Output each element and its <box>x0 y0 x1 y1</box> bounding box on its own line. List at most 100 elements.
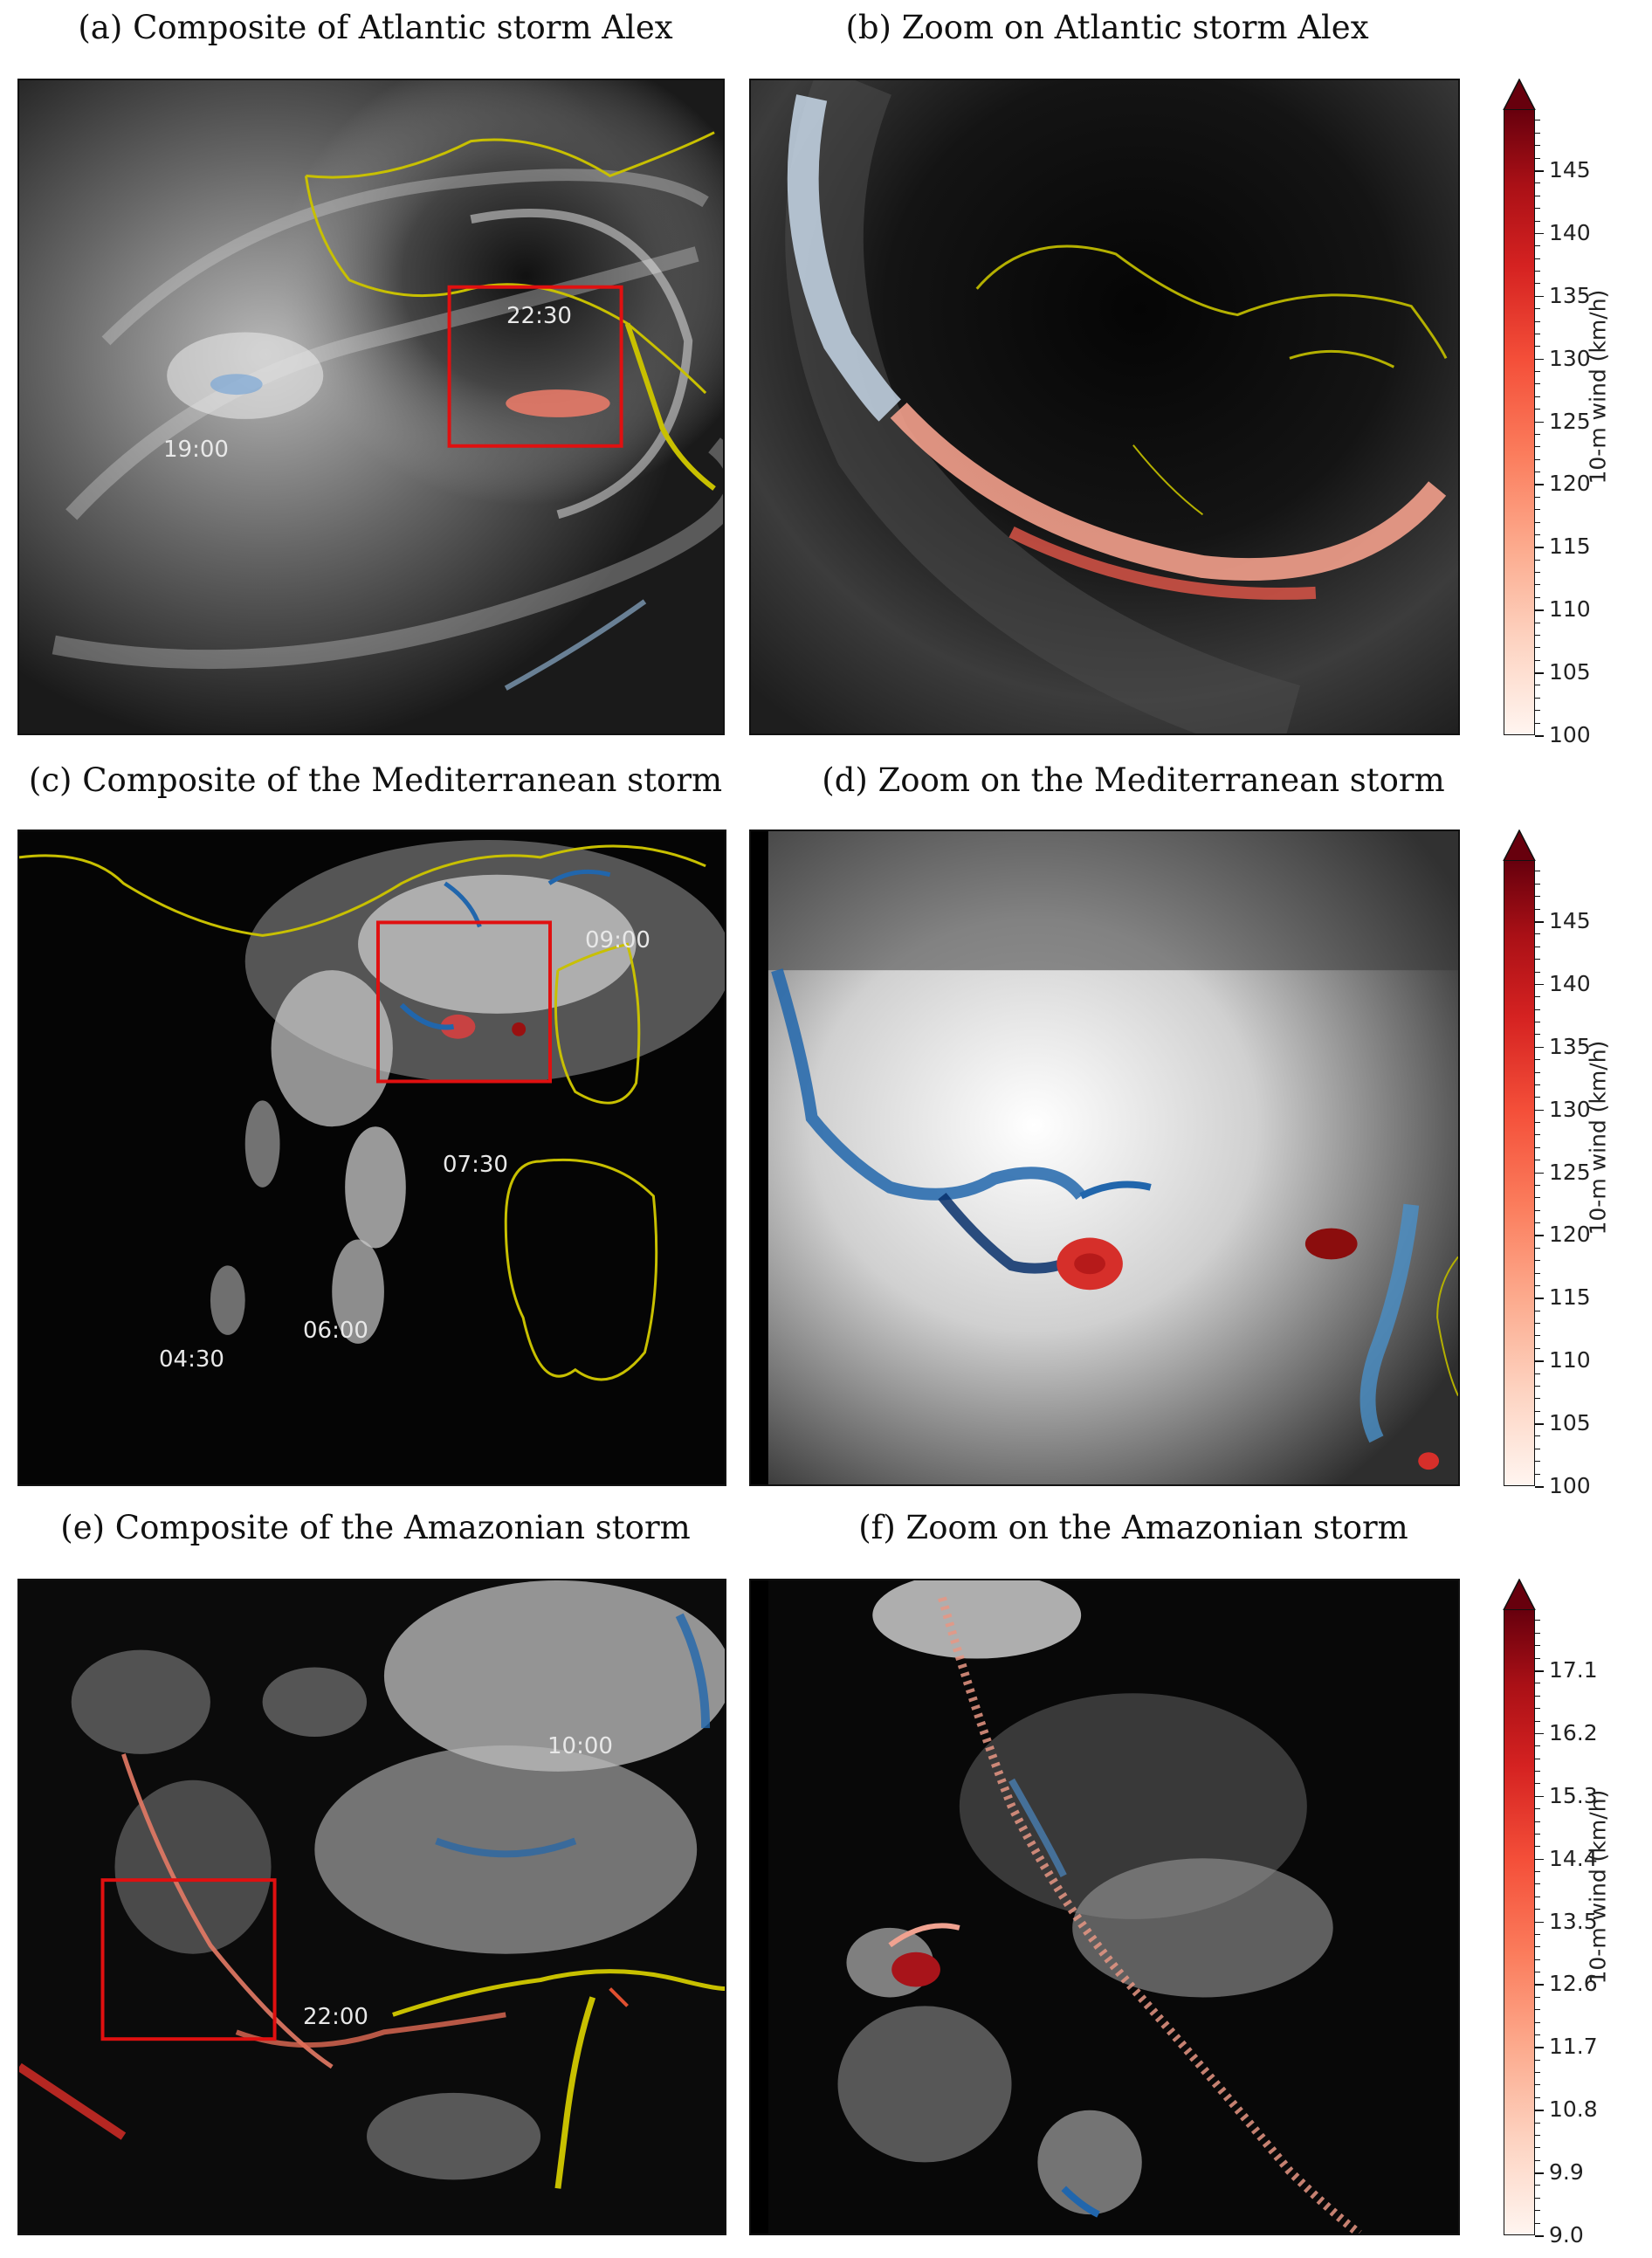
colorbar-minor-tick <box>1535 1272 1540 1274</box>
colorbar-minor-tick <box>1535 182 1540 184</box>
colorbar-minor-tick <box>1535 647 1540 649</box>
colorbar-tick-label: 110 <box>1549 596 1591 623</box>
colorbar-minor-tick <box>1535 1996 1540 1998</box>
colorbar-tick-mark <box>1535 1984 1544 1986</box>
colorbar-minor-tick <box>1535 1247 1540 1249</box>
colorbar-minor-tick <box>1535 1122 1540 1124</box>
colorbar-minor-tick <box>1535 1708 1540 1710</box>
colorbar-minor-tick <box>1535 1146 1540 1148</box>
colorbar-tick-mark <box>1535 609 1544 611</box>
colorbar-tick-mark <box>1535 672 1544 674</box>
colorbar-minor-tick <box>1535 2122 1540 2124</box>
colorbar-minor-tick <box>1535 1808 1540 1810</box>
colorbar-tick-mark <box>1535 232 1544 235</box>
colorbar-gradient <box>1504 860 1535 1486</box>
colorbar-minor-tick <box>1535 1883 1540 1885</box>
caption-d: (d) Zoom on the Mediterranean storm <box>822 761 1445 799</box>
colorbar-minor-tick <box>1535 1385 1540 1387</box>
zoom-box-e <box>100 1878 277 2041</box>
colorbar-tick-mark <box>1535 2235 1544 2237</box>
time-label-0730: 07:30 <box>443 1152 508 1178</box>
zoom-box-a <box>447 285 623 448</box>
colorbar-tick-mark <box>1535 1732 1544 1735</box>
colorbar-minor-tick <box>1535 1034 1540 1036</box>
colorbar-tick-mark <box>1535 1046 1544 1049</box>
colorbar-tick-mark <box>1535 358 1544 361</box>
colorbar-minor-tick <box>1535 1620 1540 1621</box>
caption-e: (e) Composite of the Amazonian storm <box>60 1509 691 1546</box>
colorbar-tick-mark <box>1535 484 1544 485</box>
colorbar-tick-label: 125 <box>1549 408 1591 434</box>
colorbar-minor-tick <box>1535 1657 1540 1659</box>
caption-f: (f) Zoom on the Amazonian storm <box>858 1509 1408 1546</box>
colorbar-minor-tick <box>1535 1335 1540 1337</box>
colorbar-minor-tick <box>1535 1347 1540 1349</box>
colorbar-tick-label: 9.9 <box>1549 2159 1584 2186</box>
colorbar-minor-tick <box>1535 534 1540 535</box>
colorbar-tick-mark <box>1535 1298 1544 1299</box>
colorbar-minor-tick <box>1535 883 1540 885</box>
colorbar-tick-label: 115 <box>1549 534 1591 560</box>
colorbar-minor-tick <box>1535 1197 1540 1199</box>
time-label-2200: 22:00 <box>303 2004 368 2030</box>
colorbar-minor-tick <box>1535 496 1540 498</box>
colorbar-tick-label: 135 <box>1549 282 1591 308</box>
colorbar-minor-tick <box>1535 1284 1540 1286</box>
colorbar-minor-tick <box>1535 208 1540 210</box>
colorbar-minor-tick <box>1535 157 1540 159</box>
colorbar-minor-tick <box>1535 1846 1540 1848</box>
panel-a-image <box>19 80 723 733</box>
colorbar-tick-label: 130 <box>1549 345 1591 371</box>
colorbar-tick-label: 120 <box>1549 1222 1591 1248</box>
colorbar-tick-label: 105 <box>1549 1410 1591 1436</box>
colorbar-minor-tick <box>1535 1222 1540 1224</box>
panel-d-image <box>751 831 1458 1484</box>
colorbar-minor-tick <box>1535 2096 1540 2098</box>
panel-e-composite-amazonian: 10:00 22:00 <box>17 1579 726 2235</box>
colorbar-tick-mark <box>1535 1670 1544 1672</box>
colorbar-tick-label: 140 <box>1549 970 1591 996</box>
colorbar-tick-mark <box>1535 1172 1544 1174</box>
colorbar-minor-tick <box>1535 1410 1540 1412</box>
colorbar-minor-tick <box>1535 933 1540 935</box>
colorbar-minor-tick <box>1535 409 1540 410</box>
colorbar-tick-label: 10.8 <box>1549 2096 1598 2123</box>
colorbar-minor-tick <box>1535 2134 1540 2136</box>
colorbar-minor-tick <box>1535 2072 1540 2074</box>
colorbar-gradient <box>1504 1609 1535 2235</box>
colorbar-tick-label: 15.3 <box>1549 1782 1598 1808</box>
colorbar-minor-tick <box>1535 1084 1540 1085</box>
colorbar-minor-tick <box>1535 1959 1540 1960</box>
colorbar-minor-tick <box>1535 145 1540 147</box>
colorbar-minor-tick <box>1535 971 1540 973</box>
colorbar-minor-tick <box>1535 2197 1540 2199</box>
colorbar-axis-label: 10-m wind (km/h) <box>1585 1040 1611 1236</box>
colorbar-tick-label: 11.7 <box>1549 2034 1598 2060</box>
time-label-0430: 04:30 <box>159 1346 224 1373</box>
colorbar-minor-tick <box>1535 271 1540 272</box>
colorbar-tick-mark <box>1535 1109 1544 1112</box>
colorbar-tick-mark <box>1535 2047 1544 2048</box>
colorbar-minor-tick <box>1535 1933 1540 1935</box>
colorbar-minor-tick <box>1535 722 1540 724</box>
colorbar-tick-label: 13.5 <box>1549 1908 1598 1934</box>
colorbar-amazonian: 10-m wind (km/h) 17.1 16.2 15.3 14.4 13.5 12.… <box>1502 1579 1642 2248</box>
colorbar-minor-tick <box>1535 896 1540 898</box>
colorbar-minor-tick <box>1535 1473 1540 1475</box>
colorbar-minor-tick <box>1535 710 1540 712</box>
time-label-2230: 22:30 <box>506 303 572 329</box>
colorbar-minor-tick <box>1535 1373 1540 1374</box>
colorbar-tick-mark <box>1535 1423 1544 1425</box>
colorbar-minor-tick <box>1535 308 1540 310</box>
colorbar-minor-tick <box>1535 346 1540 348</box>
colorbar-tick-label: 145 <box>1549 908 1591 933</box>
panel-b-zoom-atlantic <box>749 79 1460 735</box>
colorbar-tick-mark <box>1535 1235 1544 1236</box>
colorbar-minor-tick <box>1535 1209 1540 1211</box>
colorbar-extend-arrow <box>1503 1579 1536 1610</box>
colorbar-minor-tick <box>1535 1645 1540 1647</box>
colorbar-minor-tick <box>1535 1184 1540 1186</box>
colorbar-tick-label: 140 <box>1549 219 1591 245</box>
caption-b: (b) Zoom on Atlantic storm Alex <box>845 9 1369 46</box>
colorbar-minor-tick <box>1535 132 1540 134</box>
